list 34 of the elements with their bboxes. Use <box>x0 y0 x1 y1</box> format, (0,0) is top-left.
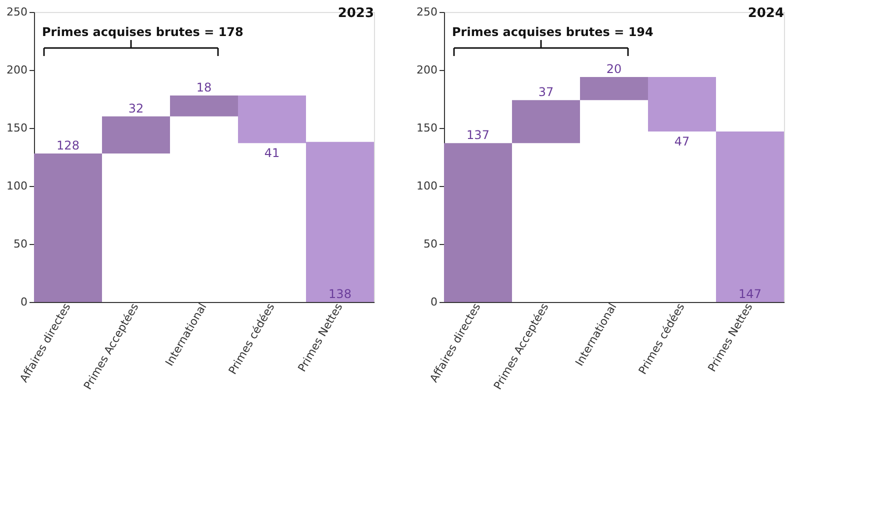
data-label: 32 <box>128 101 144 116</box>
data-label: 37 <box>538 85 554 100</box>
y-tick-label: 0 <box>20 296 28 308</box>
y-tick-label: 50 <box>424 238 438 250</box>
data-label: 18 <box>196 80 212 95</box>
data-label: 137 <box>466 128 490 142</box>
data-label: 147 <box>738 287 762 301</box>
annotation: Primes acquises brutes = 194 <box>452 25 654 39</box>
data-label: 20 <box>606 62 622 76</box>
data-label: 128 <box>56 138 80 153</box>
bar <box>102 116 170 154</box>
y-tick-label: 150 <box>416 122 438 134</box>
y-tick-label: 250 <box>6 6 28 18</box>
data-label: 41 <box>264 146 280 160</box>
chart-title: 2023 <box>338 6 374 21</box>
y-tick-label: 200 <box>416 64 438 76</box>
data-label: 47 <box>674 134 690 148</box>
bar <box>34 154 102 302</box>
bar <box>648 76 716 132</box>
y-tick-label: 50 <box>14 238 28 250</box>
annotation: Primes acquises brutes = 178 <box>42 25 244 39</box>
y-tick-label: 100 <box>6 180 28 192</box>
y-tick-label: 150 <box>6 122 28 134</box>
y-tick-label: 0 <box>430 296 438 308</box>
bar <box>512 100 580 144</box>
y-tick-label: 200 <box>6 64 28 76</box>
data-label: 138 <box>328 287 352 301</box>
bar <box>444 143 512 302</box>
bar <box>580 76 648 100</box>
y-tick-label: 250 <box>416 6 438 18</box>
bar <box>170 96 238 116</box>
y-tick-label: 100 <box>416 180 438 192</box>
bar <box>716 131 784 302</box>
chart-title: 2024 <box>748 6 784 21</box>
